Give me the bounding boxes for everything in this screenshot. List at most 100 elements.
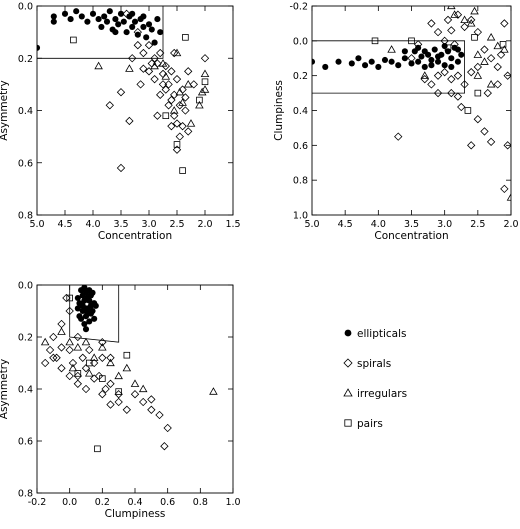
spiral-point bbox=[153, 111, 162, 120]
elliptical-point bbox=[458, 51, 465, 58]
legend-label-ellipticals: ellipticals bbox=[357, 328, 407, 340]
x-tick-label: 5.0 bbox=[304, 219, 319, 230]
pair-point bbox=[74, 370, 82, 377]
elliptical-point bbox=[368, 58, 375, 65]
irregular-point bbox=[89, 353, 99, 361]
spiral-point bbox=[427, 19, 436, 28]
spiral-point bbox=[175, 101, 184, 110]
y-tick-label: 0.8 bbox=[18, 489, 33, 500]
x-tick-label: 4.5 bbox=[57, 219, 72, 230]
spiral-point bbox=[147, 405, 156, 414]
legend-marker-spirals bbox=[343, 358, 353, 368]
spiral-point bbox=[447, 74, 456, 84]
spiral-point bbox=[443, 15, 453, 25]
spiral-point bbox=[189, 80, 198, 89]
spiral-point bbox=[467, 68, 476, 77]
elliptical-point bbox=[129, 23, 136, 30]
x-axis-label: Concentration bbox=[98, 230, 172, 242]
irregular-point bbox=[387, 45, 396, 53]
elliptical-point bbox=[401, 55, 408, 62]
spiral-point bbox=[139, 397, 148, 407]
plot-frame bbox=[311, 5, 512, 216]
elliptical-point bbox=[86, 318, 93, 325]
spiral-point bbox=[160, 442, 169, 451]
pair-point bbox=[115, 388, 122, 395]
elliptical-point bbox=[106, 8, 113, 15]
spiral-point bbox=[473, 115, 482, 124]
spiral-point bbox=[90, 374, 99, 383]
spiral-point bbox=[467, 15, 476, 25]
y-tick-label: 0.4 bbox=[18, 385, 33, 396]
x-tick-label: -0.2 bbox=[28, 497, 47, 508]
spiral-point bbox=[447, 26, 456, 35]
elliptical-point bbox=[79, 292, 86, 299]
pair-point bbox=[162, 112, 170, 120]
x-tick-label: 3.0 bbox=[141, 219, 156, 230]
irregular-point bbox=[40, 337, 50, 346]
x-tick-label: 2.5 bbox=[470, 219, 485, 230]
elliptical-point bbox=[98, 23, 105, 30]
x-axis-label: Concentration bbox=[374, 230, 448, 242]
x-tick-label: 4.5 bbox=[338, 219, 353, 230]
elliptical-point bbox=[151, 39, 158, 46]
elliptical-point bbox=[50, 13, 57, 20]
x-tick-label: 4.0 bbox=[371, 219, 386, 230]
y-tick-label: 1.0 bbox=[293, 211, 308, 222]
elliptical-point bbox=[421, 63, 428, 71]
irregular-point bbox=[178, 98, 187, 106]
elliptical-point bbox=[448, 63, 455, 71]
spiral-point bbox=[161, 61, 170, 71]
irregular-point bbox=[473, 50, 483, 58]
x-tick-label: 0.6 bbox=[160, 497, 175, 508]
elliptical-point bbox=[140, 23, 147, 30]
elliptical-point bbox=[78, 13, 85, 20]
irregular-point bbox=[68, 363, 78, 372]
spiral-point bbox=[158, 80, 168, 89]
spiral-point bbox=[150, 74, 159, 84]
x-tick-label: 2.5 bbox=[169, 219, 184, 230]
spiral-point bbox=[394, 132, 403, 141]
spiral-point bbox=[164, 101, 173, 110]
spiral-point bbox=[114, 397, 123, 407]
spiral-point bbox=[81, 364, 91, 373]
irregular-point bbox=[486, 79, 496, 88]
spiral-point bbox=[167, 122, 176, 131]
spiral-point bbox=[493, 62, 502, 72]
pair-point bbox=[371, 37, 379, 45]
pair-point bbox=[99, 375, 106, 382]
legend-marker-irregulars bbox=[343, 388, 353, 397]
elliptical-point bbox=[131, 18, 139, 25]
spiral-point bbox=[106, 353, 115, 362]
spiral-point bbox=[167, 67, 176, 76]
spiral-point bbox=[105, 101, 114, 110]
x-tick-label: 3.0 bbox=[437, 219, 452, 230]
irregular-point bbox=[506, 193, 511, 201]
elliptical-point bbox=[134, 31, 141, 38]
spiral-point bbox=[49, 332, 58, 342]
spiral-point bbox=[500, 19, 509, 28]
pair-point bbox=[85, 359, 93, 367]
irregular-point bbox=[106, 358, 115, 367]
spiral-point bbox=[156, 90, 165, 99]
spiral-point bbox=[427, 80, 436, 89]
irregular-point bbox=[81, 337, 91, 346]
pair-point bbox=[179, 167, 186, 174]
spiral-point bbox=[473, 27, 482, 37]
selection-boundary bbox=[69, 285, 120, 343]
elliptical-point bbox=[92, 302, 99, 309]
elliptical-point bbox=[348, 60, 355, 67]
elliptical-point bbox=[117, 10, 125, 17]
irregular-point bbox=[175, 87, 185, 96]
spiral-point bbox=[178, 122, 187, 131]
elliptical-point bbox=[82, 305, 90, 312]
elliptical-point bbox=[395, 62, 402, 69]
irregular-point bbox=[473, 71, 483, 79]
pair-point bbox=[464, 107, 472, 114]
pair-point bbox=[123, 351, 131, 359]
y-tick-label: 0.6 bbox=[18, 158, 33, 169]
irregular-point bbox=[450, 10, 459, 18]
spiral-point bbox=[144, 41, 154, 50]
spiral-point bbox=[486, 54, 496, 63]
irregular-point bbox=[195, 100, 204, 109]
